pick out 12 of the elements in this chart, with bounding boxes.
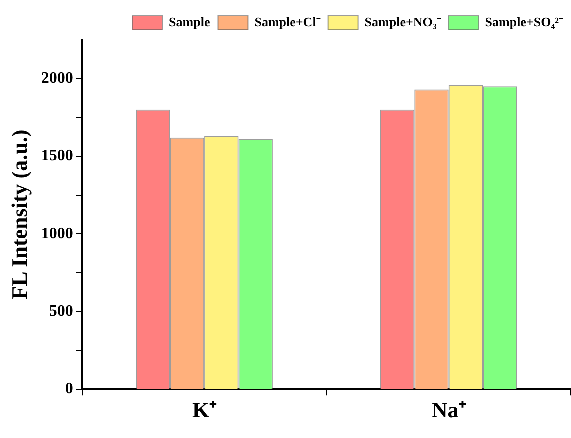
y-tick-label: 0: [65, 380, 74, 398]
y-tick-label: 1000: [41, 225, 74, 242]
x-tick-label: K⁺: [192, 397, 218, 422]
x-tick-label: Na⁺: [432, 397, 467, 422]
legend-label: Sample+Cl⁻: [254, 14, 322, 30]
y-tick-label: 1500: [41, 148, 74, 165]
legend-label: Sample+SO₄²⁻: [485, 14, 564, 30]
legend-label: Sample: [169, 14, 210, 30]
y-axis-title: FL Intensity (a.u.): [6, 130, 32, 300]
y-tick-label: 500: [49, 303, 74, 320]
y-tick-label: 2000: [41, 70, 74, 87]
legend-label: Sample+NO₃⁻: [364, 14, 442, 30]
